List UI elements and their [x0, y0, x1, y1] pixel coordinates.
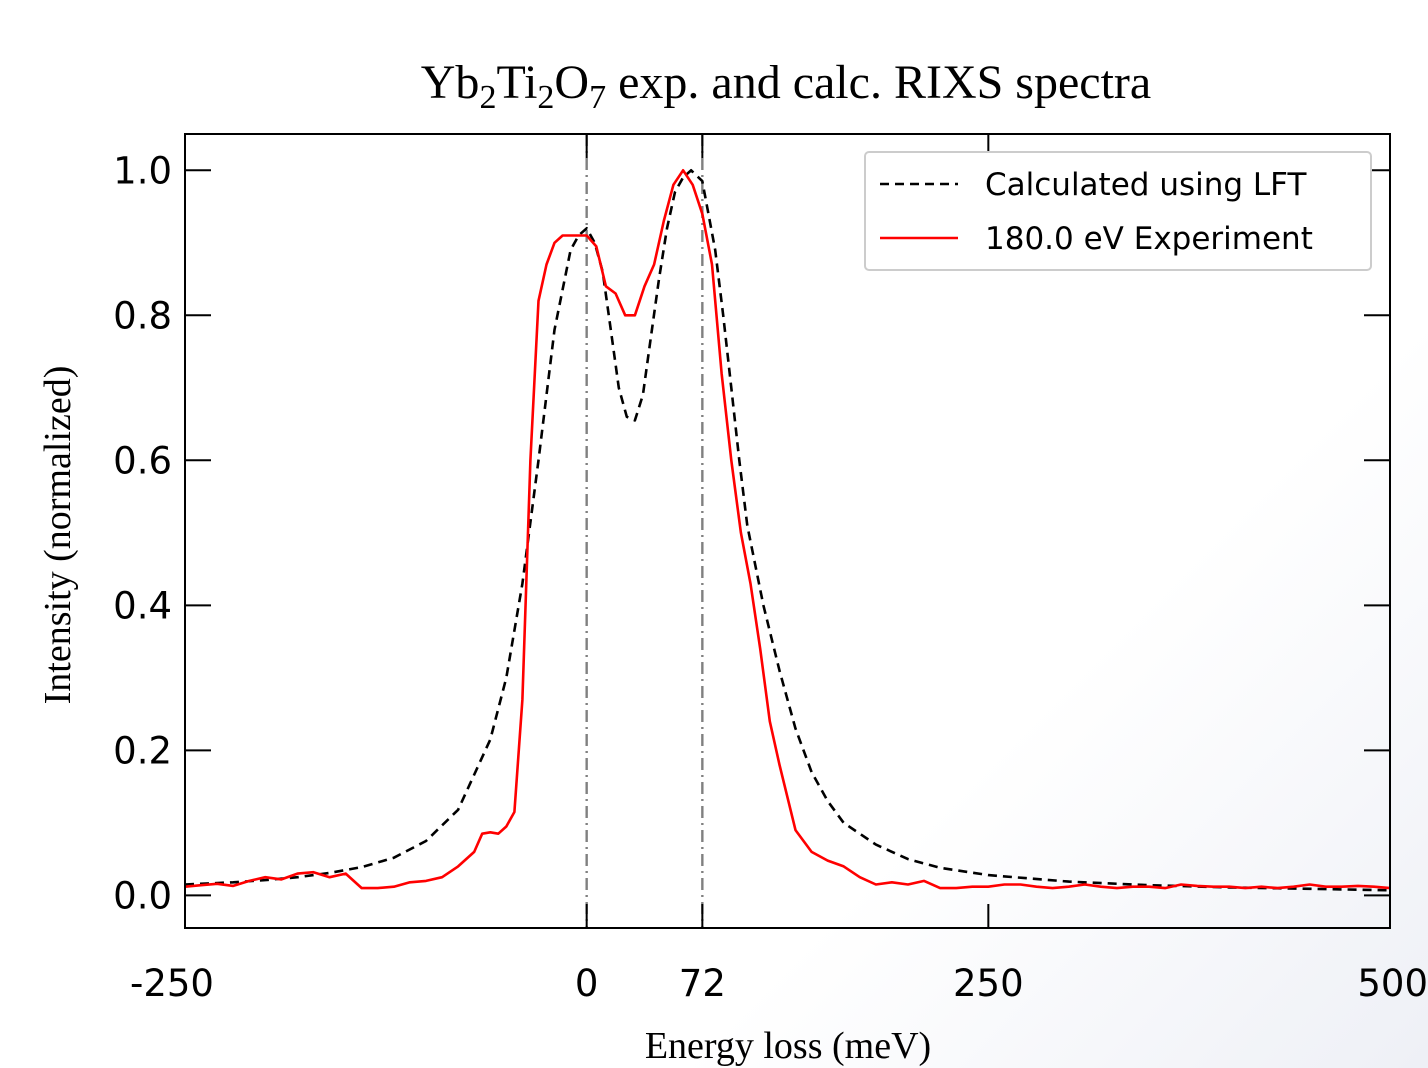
- series-line-experiment: [184, 169, 1391, 890]
- y-axis: 0.0 0.2 0.4 0.6 0.8 1.0: [113, 149, 1390, 917]
- series-line-calculated: [184, 169, 1391, 892]
- x-tick-label: 500: [1357, 962, 1428, 1005]
- y-tick-label: 0.2: [113, 729, 172, 772]
- y-tick-label: 0.4: [113, 584, 172, 627]
- x-tick-label: 72: [679, 962, 726, 1005]
- y-tick-label: 0.0: [113, 874, 172, 917]
- title-subscript: 7: [589, 79, 606, 116]
- legend-label-experiment: 180.0 eV Experiment: [985, 221, 1313, 257]
- legend-label-calculated: Calculated using LFT: [985, 167, 1307, 203]
- title-text: Yb: [421, 56, 480, 109]
- x-axis: -250 0 72 250 500: [130, 134, 1428, 1005]
- x-tick-label: 250: [953, 962, 1024, 1005]
- legend-box: [864, 151, 1372, 271]
- chart-title: Yb2Ti2O7 exp. and calc. RIXS spectra: [421, 56, 1151, 116]
- x-tick-label: -250: [130, 962, 214, 1005]
- title-subscript: 2: [479, 79, 496, 116]
- title-subscript: 2: [537, 79, 554, 116]
- y-tick-label: 0.8: [113, 294, 172, 337]
- y-tick-label: 1.0: [113, 149, 172, 192]
- y-axis-label: Intensity (normalized): [37, 366, 79, 705]
- title-text: exp. and calc. RIXS spectra: [606, 56, 1151, 109]
- legend: Calculated using LFT 180.0 eV Experiment: [864, 151, 1372, 271]
- plot-frame: [184, 133, 1391, 929]
- title-text: O: [554, 56, 589, 109]
- x-tick-label: 0: [575, 962, 599, 1005]
- x-axis-label: Energy loss (meV): [645, 1025, 931, 1067]
- plot-area: [184, 134, 1391, 928]
- title-text: Ti: [496, 56, 537, 109]
- y-tick-label: 0.6: [113, 439, 172, 482]
